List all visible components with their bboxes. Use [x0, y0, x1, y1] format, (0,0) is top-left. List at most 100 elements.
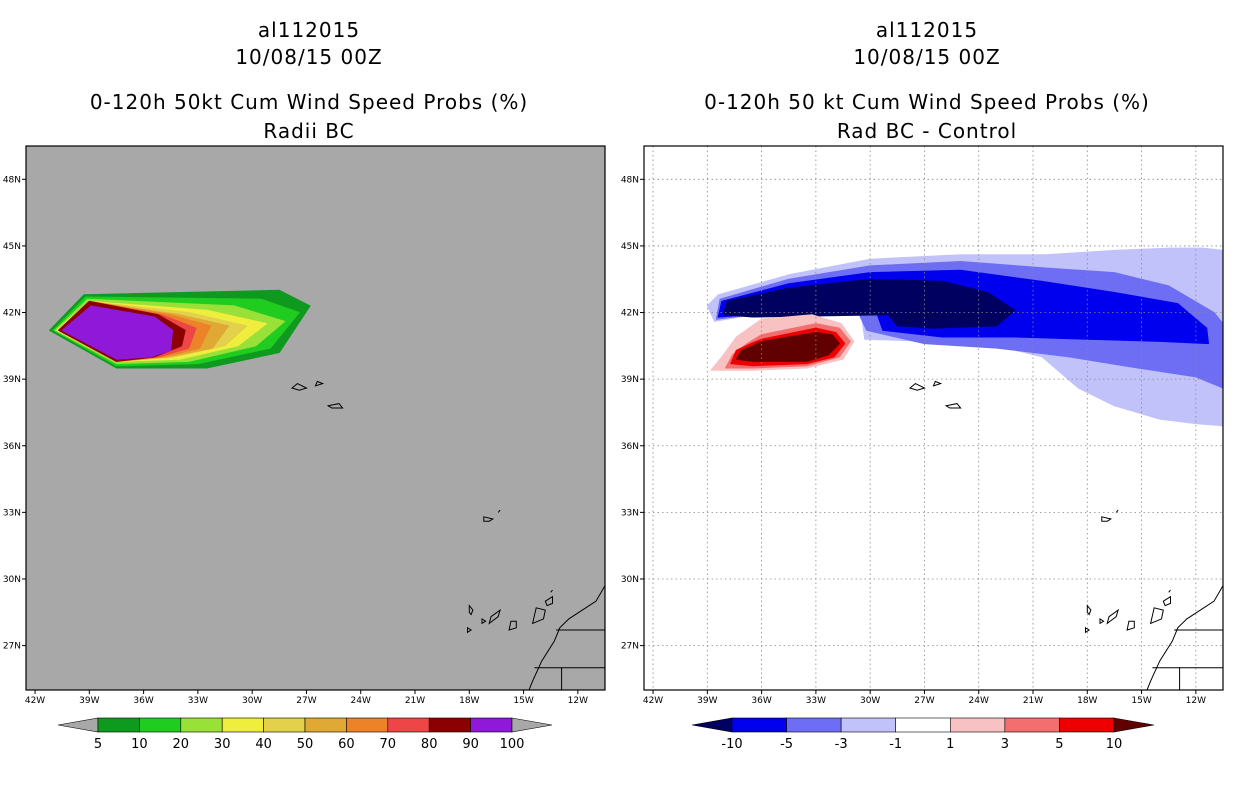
island-outline: [1115, 509, 1119, 513]
colorbar-tick-label: 3: [1001, 737, 1009, 752]
colorbar-swatch: [949, 717, 1006, 733]
colorbar-swatch: [263, 717, 306, 733]
coastline-group: [908, 380, 1223, 690]
x-tick-label: 36W: [751, 696, 771, 706]
y-tick-label: 48N: [3, 175, 21, 185]
y-tick-label: 30N: [621, 575, 639, 585]
chart-title-left: 0-120h 50kt Cum Wind Speed Probs (%): [89, 90, 529, 114]
y-tick-label: 48N: [621, 175, 639, 185]
island-outline: [314, 380, 325, 387]
right-panel: al112015 10/08/15 00Z 0-120h 50 kt Cum W…: [618, 0, 1236, 800]
y-tick-label: 30N: [3, 575, 21, 585]
colorbar-swatch: [387, 717, 430, 733]
colorbar-swatch: [786, 717, 842, 733]
y-tick-label: 27N: [3, 642, 21, 652]
colorbar-low-arrow: [691, 717, 733, 733]
colorbar-tick-label: 100: [500, 737, 525, 752]
island-outline: [1162, 595, 1171, 607]
island-outline: [531, 607, 546, 625]
y-tick-label: 33N: [621, 508, 639, 518]
colorbar-tick-label: 5: [1055, 737, 1063, 752]
difference-map-right: 42W 39W 36W 33W 30W 27W 24W 21W 18W 15W 12W 48N 45N 4…: [621, 145, 1224, 752]
colorbar-swatch: [139, 717, 182, 733]
colorbar-tick-label: 90: [462, 737, 479, 752]
x-tick-label: 18W: [1077, 696, 1097, 706]
x-tick-label: 21W: [405, 696, 425, 706]
x-tick-label: 39W: [79, 696, 99, 706]
colorbar-swatch: [840, 717, 897, 733]
africa-coastline: [528, 585, 605, 690]
colorbar-tick-label: 50: [297, 737, 314, 752]
island-outline: [467, 626, 473, 634]
colorbar-swatch: [1059, 717, 1115, 733]
x-tick-label: 33W: [806, 696, 826, 706]
x-tick-label: 15W: [1131, 696, 1151, 706]
date-left: 10/08/15 00Z: [235, 45, 383, 69]
colorbar-tick-label: 1: [946, 737, 954, 752]
coastline-group: [290, 380, 605, 690]
island-outline: [497, 509, 501, 513]
plot-background: [644, 146, 1223, 690]
date-right: 10/08/15 00Z: [853, 45, 1001, 69]
island-outline: [468, 604, 474, 616]
island-outline: [932, 380, 943, 387]
island-outline: [1101, 516, 1113, 522]
y-tick-label: 33N: [3, 508, 21, 518]
y-tick-label: 39N: [621, 375, 639, 385]
x-tick-label: 30W: [860, 696, 880, 706]
island-outline: [944, 403, 962, 409]
island-outline: [908, 383, 926, 391]
colorbar-swatch: [1004, 717, 1060, 733]
plot-frame: [643, 145, 1224, 691]
y-tick-label: 42N: [621, 309, 639, 319]
island-outline: [1086, 604, 1092, 616]
plot-background: [26, 146, 605, 690]
island-outline: [1149, 607, 1164, 625]
x-tick-label: 30W: [242, 696, 262, 706]
x-tick-label: 12W: [568, 696, 588, 706]
x-tick-label: 24W: [351, 696, 371, 706]
contour-group: [644, 146, 1223, 690]
colorbar-tick-label: 40: [255, 737, 272, 752]
contour-level-90: [61, 305, 174, 360]
island-outline: [550, 589, 553, 593]
x-tick-label: 36W: [133, 696, 153, 706]
island-outline: [1106, 608, 1119, 625]
chart-subtitle-right: Rad BC - Control: [836, 119, 1018, 143]
chart-subtitle-left: Radii BC: [263, 119, 355, 143]
plot-frame: [25, 145, 606, 691]
colorbar-tick-label: -10: [721, 737, 742, 752]
island-outline: [488, 608, 501, 625]
colorbar-swatch: [346, 717, 389, 733]
island-outline: [326, 403, 344, 409]
island-outline: [1168, 589, 1171, 593]
colorbar-tick-label: 60: [338, 737, 355, 752]
left-panel: al112015 10/08/15 00Z 0-120h 50kt Cum Wi…: [3, 18, 606, 752]
x-tick-label: 39W: [697, 696, 717, 706]
x-tick-label: 33W: [188, 696, 208, 706]
y-tick-label: 39N: [3, 375, 21, 385]
colorbar-tick-label: 5: [94, 737, 102, 752]
y-tick-label: 45N: [3, 242, 21, 252]
island-outline: [481, 617, 487, 625]
island-outline: [544, 595, 553, 607]
colorbar-swatch: [428, 717, 471, 733]
colorbar-tick-label: 20: [173, 737, 190, 752]
contour-group: [49, 289, 311, 369]
colorbar-swatch: [221, 717, 264, 733]
colorbar-swatch: [895, 717, 951, 733]
contour-level-10: [735, 332, 840, 362]
y-tick-label: 36N: [621, 442, 639, 452]
y-tick-label: 45N: [621, 242, 639, 252]
island-outline: [483, 516, 495, 522]
y-tick-label: 36N: [3, 442, 21, 452]
colorbar-tick-label: 70: [380, 737, 397, 752]
colorbar-high-arrow: [511, 717, 553, 733]
colorbar-high-arrow: [1113, 717, 1155, 733]
x-tick-label: 18W: [459, 696, 479, 706]
x-tick-label: 21W: [1023, 696, 1043, 706]
probability-map-left: 42W 39W 36W 33W 30W 27W 24W 21W 18W 15W 12W 48N 45N 4…: [3, 145, 606, 752]
africa-coastline: [1146, 585, 1223, 690]
colorbar-tick-label: 80: [421, 737, 438, 752]
x-tick-label: 27W: [914, 696, 934, 706]
